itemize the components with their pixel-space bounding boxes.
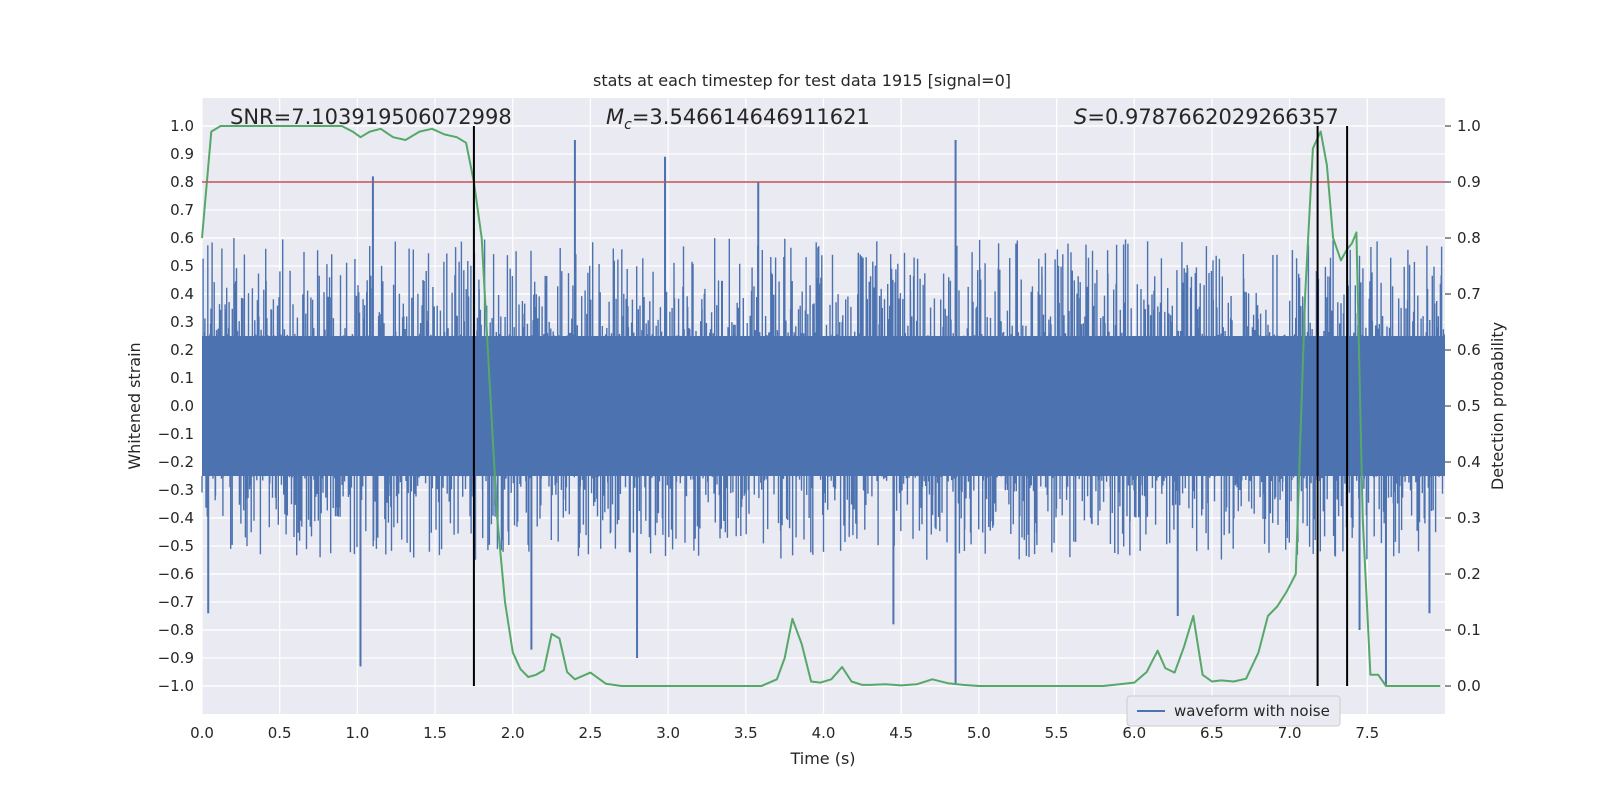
x-tick-label: 0.5 [268, 724, 292, 742]
y-tick-label-right: 0.6 [1457, 341, 1481, 359]
legend: waveform with noise [1126, 695, 1341, 727]
detection-probability-series [201, 125, 1441, 687]
y-tick-label-left: −0.5 [158, 537, 194, 555]
waveform-dense-band [202, 336, 1445, 476]
mc-value: =3.546614646911621 [632, 105, 870, 129]
y-tick-label-left: −0.4 [158, 509, 194, 527]
y-tick-label-left: 0.9 [170, 145, 194, 163]
y-tick-label-left: 1.0 [170, 117, 194, 135]
y-tick-label-left: −0.1 [158, 425, 194, 443]
y-tick-label-right: 1.0 [1457, 117, 1481, 135]
legend-box [1126, 695, 1341, 727]
y-tick-label-right: 0.3 [1457, 509, 1481, 527]
x-tick-label: 1.0 [345, 724, 369, 742]
s-annotation: S=0.9787662029266357 [1074, 105, 1339, 129]
s-value: =0.9787662029266357 [1087, 105, 1338, 129]
s-symbol: S [1074, 105, 1087, 129]
y-tick-label-left: −1.0 [158, 677, 194, 695]
mc-symbol: M [606, 105, 624, 129]
y-tick-label-left: 0.0 [170, 397, 194, 415]
y-tick-label-left: 0.1 [170, 369, 194, 387]
y-tick-label-left: −0.7 [158, 593, 194, 611]
y-tick-label-right: 0.0 [1457, 677, 1481, 695]
y-axis-label-left: Whitened strain [125, 342, 144, 469]
x-tick-label: 0.0 [190, 724, 214, 742]
x-tick-label: 2.5 [579, 724, 603, 742]
x-tick-label: 5.5 [1045, 724, 1069, 742]
y-tick-label-left: 0.6 [170, 229, 194, 247]
y-tick-label-right: 0.8 [1457, 229, 1481, 247]
y-tick-label-left: 0.8 [170, 173, 194, 191]
x-tick-label: 6.5 [1200, 724, 1224, 742]
y-tick-label-right: 0.1 [1457, 621, 1481, 639]
mc-subscript: c [624, 117, 632, 133]
x-tick-label: 4.5 [889, 724, 913, 742]
y-axis-label-right: Detection probability [1488, 322, 1507, 490]
y-tick-label-right: 0.4 [1457, 453, 1481, 471]
y-tick-label-left: −0.9 [158, 649, 194, 667]
y-tick-label-left: 0.3 [170, 313, 194, 331]
y-tick-label-left: −0.3 [158, 481, 194, 499]
x-axis-label: Time (s) [789, 749, 855, 768]
y-tick-label-right: 0.5 [1457, 397, 1481, 415]
x-tick-label: 3.5 [734, 724, 758, 742]
x-tick-label: 2.0 [501, 724, 525, 742]
y-tick-label-left: −0.8 [158, 621, 194, 639]
y-tick-label-left: 0.5 [170, 257, 194, 275]
snr-annotation: SNR=7.103919506072998 [230, 105, 512, 129]
y-tick-label-left: 0.7 [170, 201, 194, 219]
y-tick-label-left: 0.2 [170, 341, 194, 359]
y-tick-label-right: 0.7 [1457, 285, 1481, 303]
x-tick-label: 3.0 [656, 724, 680, 742]
mc-annotation: Mc=3.546614646911621 [606, 105, 870, 133]
x-tick-label: 6.0 [1122, 724, 1146, 742]
y-tick-label-right: 0.2 [1457, 565, 1481, 583]
x-tick-label: 4.0 [812, 724, 836, 742]
legend-label: waveform with noise [1174, 702, 1330, 720]
y-tick-label-right: 0.9 [1457, 173, 1481, 191]
waveform-with-noise-series [201, 140, 1445, 686]
x-tick-label: 1.5 [423, 724, 447, 742]
x-tick-label: 5.0 [967, 724, 991, 742]
y-tick-label-left: 0.4 [170, 285, 194, 303]
chart-title: stats at each timestep for test data 191… [593, 71, 1011, 90]
x-tick-label: 7.0 [1278, 724, 1302, 742]
x-tick-label: 7.5 [1355, 724, 1379, 742]
overlay-lines [202, 126, 1445, 686]
detection-probability-line [201, 125, 1441, 687]
y-tick-label-left: −0.6 [158, 565, 194, 583]
axes: 0.0 0.5 1.0 1.5 2.0 2.5 3.0 3.5 4.0 4.5 5.0 5.5 6.0 6… [158, 117, 1481, 742]
y-tick-label-left: −0.2 [158, 453, 194, 471]
